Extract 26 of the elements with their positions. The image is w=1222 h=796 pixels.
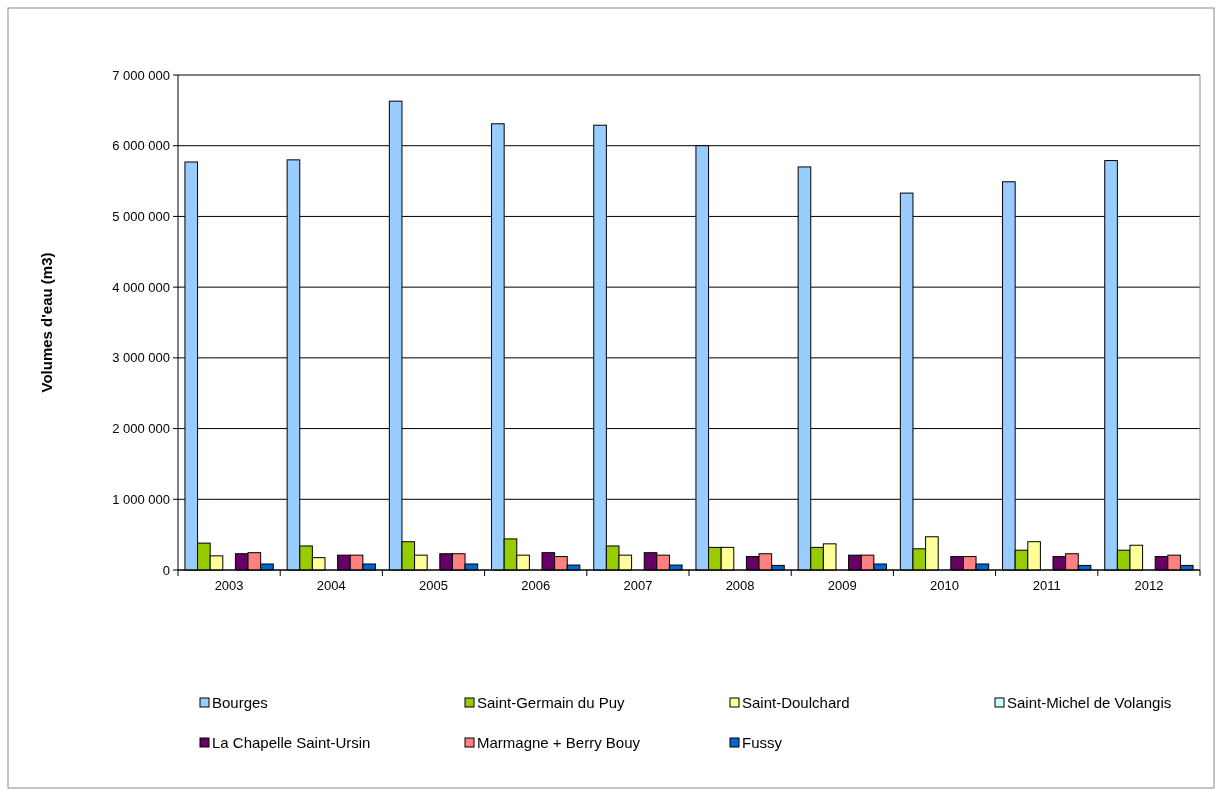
legend-label: Marmagne + Berry Bouy bbox=[477, 734, 641, 752]
y-axis-title: Volumes d'eau (m3) bbox=[38, 252, 55, 393]
legend-label: La Chapelle Saint-Ursin bbox=[212, 734, 371, 752]
legend-label: Fussy bbox=[742, 734, 783, 752]
legend-label: Saint-Germain du Puy bbox=[477, 694, 626, 712]
x-tick-label: 2008 bbox=[725, 578, 755, 593]
y-tick-label: 2 000 000 bbox=[112, 421, 170, 437]
x-tick-label: 2005 bbox=[419, 578, 448, 593]
legend-label: Bourges bbox=[212, 694, 268, 712]
y-tick-label: 4 000 000 bbox=[112, 279, 170, 295]
x-tick-label: 2010 bbox=[930, 578, 959, 593]
x-tick-label: 2011 bbox=[1032, 578, 1061, 593]
x-tick-label: 2007 bbox=[623, 578, 653, 593]
x-tick-label: 2003 bbox=[214, 578, 244, 593]
x-tick-label: 2009 bbox=[827, 578, 857, 593]
y-tick-label: 6 000 000 bbox=[112, 138, 170, 154]
y-tick-label: 3 000 000 bbox=[112, 350, 170, 366]
legend-label: Saint-Michel de Volangis bbox=[1007, 694, 1172, 712]
y-tick-label: 7 000 000 bbox=[112, 67, 170, 83]
x-tick-label: 2012 bbox=[1134, 578, 1164, 593]
x-tick-label: 2006 bbox=[521, 578, 551, 593]
legend-label: Saint-Doulchard bbox=[742, 694, 850, 712]
y-tick-label: 0 bbox=[162, 562, 170, 578]
x-tick-label: 2004 bbox=[316, 578, 346, 593]
y-tick-label: 1 000 000 bbox=[112, 491, 170, 507]
y-tick-label: 5 000 000 bbox=[112, 208, 170, 224]
